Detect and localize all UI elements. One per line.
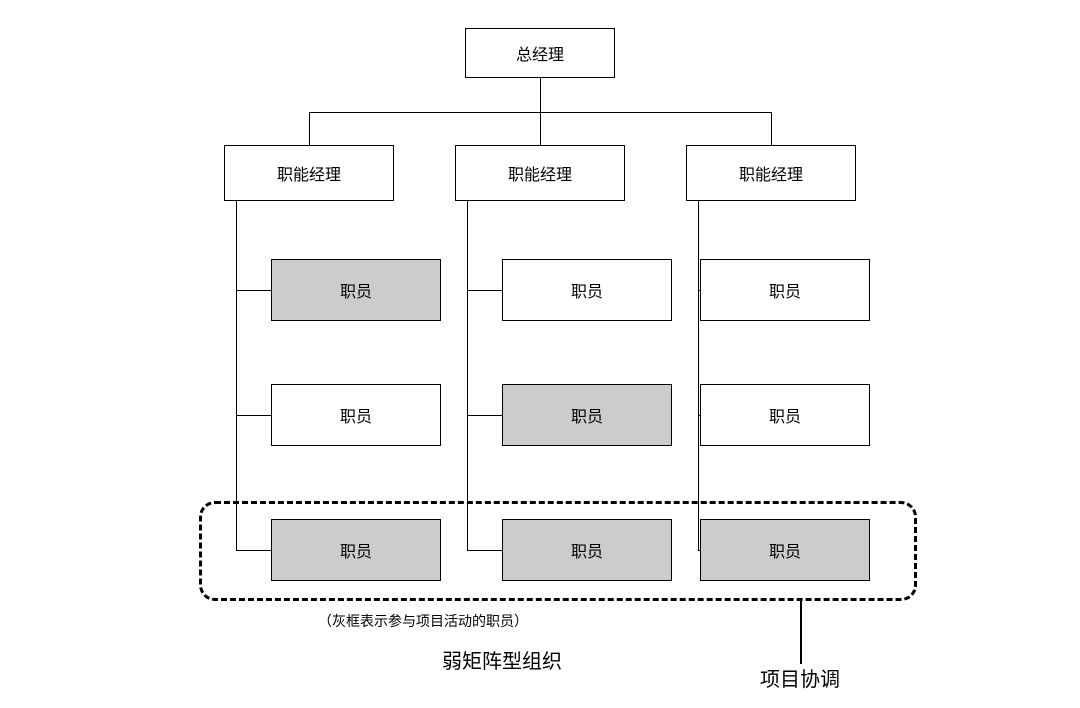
node-label: 职员 — [340, 403, 372, 427]
node-label: 职员 — [769, 538, 801, 562]
node-fm1: 职能经理 — [224, 145, 394, 201]
node-label: 职员 — [571, 278, 603, 302]
connector-hline — [467, 550, 502, 551]
node-label: 职能经理 — [739, 161, 803, 185]
node-s21: 职员 — [502, 259, 672, 321]
node-label: 职能经理 — [277, 161, 341, 185]
connector-vline — [540, 78, 541, 112]
connector-hline — [236, 290, 271, 291]
node-label: 职能经理 — [508, 161, 572, 185]
connector-vline — [698, 201, 699, 550]
connector-hline — [467, 415, 502, 416]
org-chart-diagram: 总经理职能经理职能经理职能经理职员职员职员职员职员职员职员职员职员（灰框表示参与… — [0, 0, 1080, 708]
node-s31: 职员 — [700, 259, 870, 321]
connector-vline — [236, 201, 237, 550]
node-label: 职员 — [769, 278, 801, 302]
node-label: 职员 — [571, 403, 603, 427]
node-s11: 职员 — [271, 259, 441, 321]
coord-connector — [800, 601, 802, 664]
node-fm2: 职能经理 — [455, 145, 625, 201]
node-label: 职员 — [769, 403, 801, 427]
connector-hline — [236, 550, 271, 551]
connector-vline — [467, 201, 468, 550]
connector-vline — [309, 112, 310, 145]
node-s23: 职员 — [502, 519, 672, 581]
coord-label: 项目协调 — [760, 663, 840, 692]
legend-note: （灰框表示参与项目活动的职员） — [318, 611, 528, 631]
node-label: 总经理 — [516, 41, 564, 65]
node-label: 职员 — [340, 538, 372, 562]
connector-vline — [771, 112, 772, 145]
node-s22: 职员 — [502, 384, 672, 446]
node-s12: 职员 — [271, 384, 441, 446]
node-gm: 总经理 — [465, 28, 615, 78]
node-s32: 职员 — [700, 384, 870, 446]
node-label: 职员 — [571, 538, 603, 562]
connector-hline — [236, 415, 271, 416]
diagram-title: 弱矩阵型组织 — [442, 645, 562, 674]
node-fm3: 职能经理 — [686, 145, 856, 201]
connector-hline — [467, 290, 502, 291]
connector-vline — [540, 112, 541, 145]
node-s13: 职员 — [271, 519, 441, 581]
node-label: 职员 — [340, 278, 372, 302]
node-s33: 职员 — [700, 519, 870, 581]
